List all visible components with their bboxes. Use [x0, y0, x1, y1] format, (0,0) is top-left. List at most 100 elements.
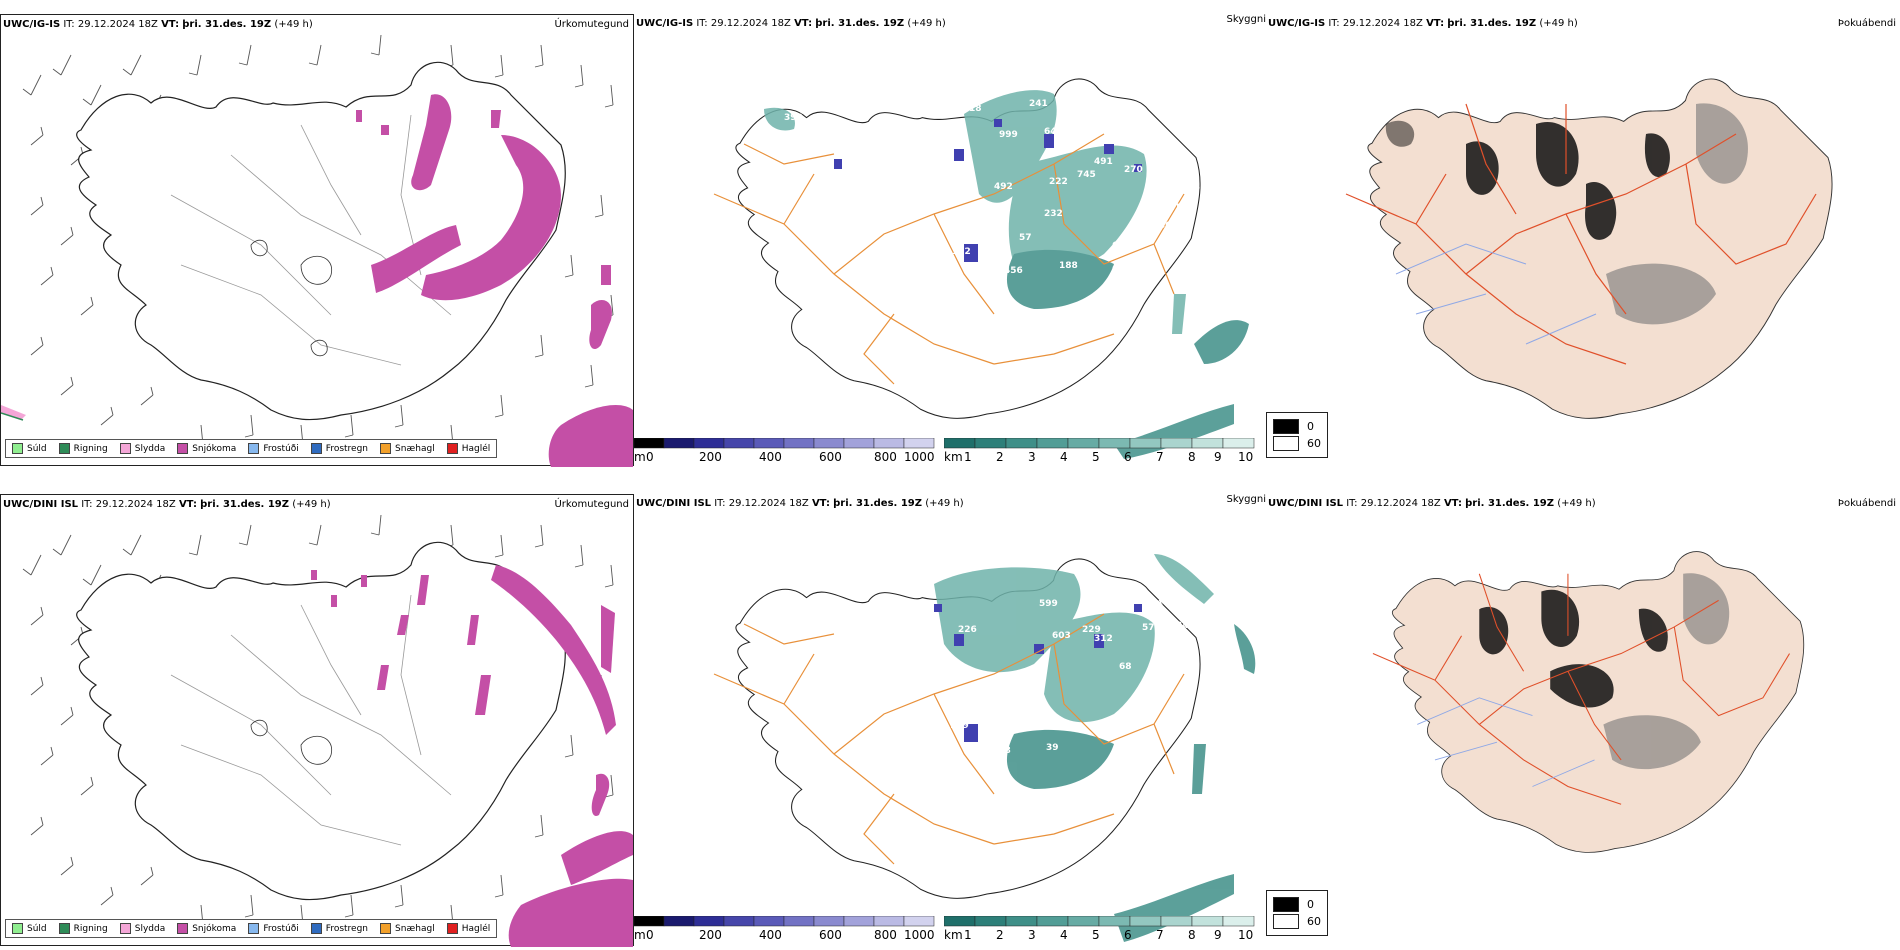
height-label: 491 — [1094, 157, 1113, 167]
height-label: 57 — [1019, 233, 1032, 243]
height-label: 330 — [1004, 713, 1023, 723]
cbar-swatch — [753, 915, 785, 927]
height-label: 222 — [1049, 177, 1068, 187]
panel-header: UWC/IG-IS IT: 29.12.2024 18Z VT: þri. 31… — [1268, 18, 1578, 29]
height-labels-top: 392 18 241 399 999 641 105 381 492 222 7… — [784, 95, 1207, 276]
fog-legend-top: 0 60 — [1266, 412, 1328, 458]
legend-item-freezing-drizzle: Frostúði — [248, 443, 299, 454]
precip-map-bottom — [22, 514, 633, 947]
height-label: 241 — [1029, 99, 1048, 109]
panel-title: Þokuábendi — [1837, 18, 1896, 29]
visibility-panel-top: 392 18 241 399 999 641 105 381 492 222 7… — [634, 14, 1266, 466]
cbar-vis-rects — [943, 915, 1255, 927]
cbar-swatch — [1067, 437, 1100, 449]
height-label: 229 — [1082, 625, 1101, 635]
fog-legend-label: 60 — [1307, 915, 1321, 928]
height-label: 285 — [1172, 185, 1191, 195]
cbar-unit: m — [634, 450, 646, 464]
cbar-swatch — [1036, 915, 1069, 927]
cbar-tick: 400 — [759, 928, 782, 942]
height-label: 124 — [1144, 599, 1163, 609]
fog-panel-bottom: UWC/DINI ISL IT: 29.12.2024 18Z VT: þri.… — [1266, 494, 1900, 884]
legend-item-snow: Snjókoma — [177, 923, 236, 934]
cbar-tick: 10 — [1238, 928, 1254, 942]
height-label: 828 — [992, 746, 1011, 756]
legend-swatch — [119, 443, 131, 454]
cbar-tick: 7 — [1156, 450, 1164, 464]
precip-panel-top: UWC/IG-IS IT: 29.12.2024 18Z VT: þri. 31… — [0, 14, 634, 467]
cbar-tick: 1 — [964, 450, 972, 464]
legend-swatch — [248, 443, 260, 454]
height-label: 182 — [952, 247, 971, 257]
panel-header: UWC/IG-IS IT: 29.12.2024 18Z VT: þri. 31… — [3, 19, 313, 30]
cbar-unit: km — [944, 928, 963, 942]
panel-title: Þokuábendi — [1837, 498, 1896, 509]
height-label: 317 — [1086, 579, 1105, 589]
cbar-swatch — [633, 915, 665, 927]
legend-item-drizzle: Súld — [12, 443, 47, 454]
legend-swatch — [446, 923, 458, 934]
height-label: 221 — [1162, 203, 1181, 213]
cbar-swatch — [663, 915, 695, 927]
height-label: 105 — [1146, 135, 1165, 145]
height-label: 492 — [994, 182, 1013, 192]
legend-item-freezing-drizzle: Frostúði — [248, 923, 299, 934]
height-label: 346 — [1176, 621, 1195, 631]
height-label: 309 — [1159, 221, 1178, 231]
height-colorbar-swatches — [633, 915, 935, 927]
cbar-tick: 2 — [996, 928, 1004, 942]
fog-legend-label: 0 — [1307, 420, 1314, 433]
cbar-tick: 4 — [1060, 928, 1068, 942]
visibility-colorbar-top: km 1 2 3 4 5 6 7 8 9 10 — [943, 437, 1264, 468]
height-colorbar-swatches — [633, 437, 935, 449]
panel-title: Úrkomutegund — [554, 499, 629, 510]
height-label: 381 — [959, 189, 978, 199]
panel-title: Skyggni — [1226, 14, 1266, 25]
legend-item-snow: Snjókoma — [177, 443, 236, 454]
height-label: 208 — [1174, 165, 1193, 175]
cbar-tick: 600 — [819, 928, 842, 942]
cbar-tick: 200 — [699, 928, 722, 942]
height-label: 232 — [1044, 209, 1063, 219]
panel-header: UWC/DINI ISL IT: 29.12.2024 18Z VT: þri.… — [1268, 498, 1596, 509]
legend-item-hail: Haglél — [446, 443, 490, 454]
legend-item-freezing-rain: Frostregn — [310, 443, 368, 454]
legend-swatch — [380, 443, 392, 454]
cbar-tick: 0 — [646, 450, 654, 464]
fog-map-bottom — [1372, 551, 1805, 853]
visibility-panel-bottom: 317 599 124 340 346 226 603 229 312 57 6… — [634, 494, 1266, 946]
legend-swatch — [380, 923, 392, 934]
cbar-swatch — [1222, 437, 1255, 449]
panel-header: UWC/DINI ISL IT: 29.12.2024 18Z VT: þri.… — [636, 498, 964, 509]
cbar-tick: 1000 — [904, 928, 935, 942]
height-label: 641 — [1044, 127, 1063, 137]
height-label: 312 — [1094, 634, 1113, 644]
height-colorbar-top: m 0 200 400 600 800 1000 — [633, 437, 936, 468]
cbar-swatch — [873, 437, 905, 449]
cbar-swatch — [783, 437, 815, 449]
cbar-swatch — [1129, 437, 1162, 449]
panel-header: UWC/DINI ISL IT: 29.12.2024 18Z VT: þri.… — [3, 499, 331, 510]
height-label: 456 — [1004, 266, 1023, 276]
snow-areas-top — [356, 94, 633, 467]
cbar-swatch — [873, 915, 905, 927]
precip-panel-bottom: UWC/DINI ISL IT: 29.12.2024 18Z VT: þri.… — [0, 494, 634, 947]
height-label: 188 — [1059, 261, 1078, 271]
height-label: 57 — [1194, 183, 1207, 193]
legend-item-hail: Haglél — [446, 923, 490, 934]
legend-swatch — [58, 443, 70, 454]
vis-colorbar-swatches — [943, 437, 1255, 449]
legend-item-rain: Rigning — [58, 443, 108, 454]
legend-swatch — [177, 443, 189, 454]
cbar-vis-rects — [943, 437, 1255, 449]
legend-swatch — [12, 923, 23, 934]
fog-legend-bottom: 0 60 — [1266, 890, 1328, 936]
cbar-tick: 3 — [1028, 928, 1036, 942]
panel-title: Skyggni — [1226, 494, 1266, 505]
cbar-swatch — [723, 915, 755, 927]
snow-areas-bottom — [311, 565, 633, 947]
legend-item-freezing-rain: Frostregn — [310, 923, 368, 934]
legend-swatch — [446, 443, 458, 454]
cbar-swatch — [693, 915, 725, 927]
fog-legend-label: 0 — [1307, 898, 1314, 911]
